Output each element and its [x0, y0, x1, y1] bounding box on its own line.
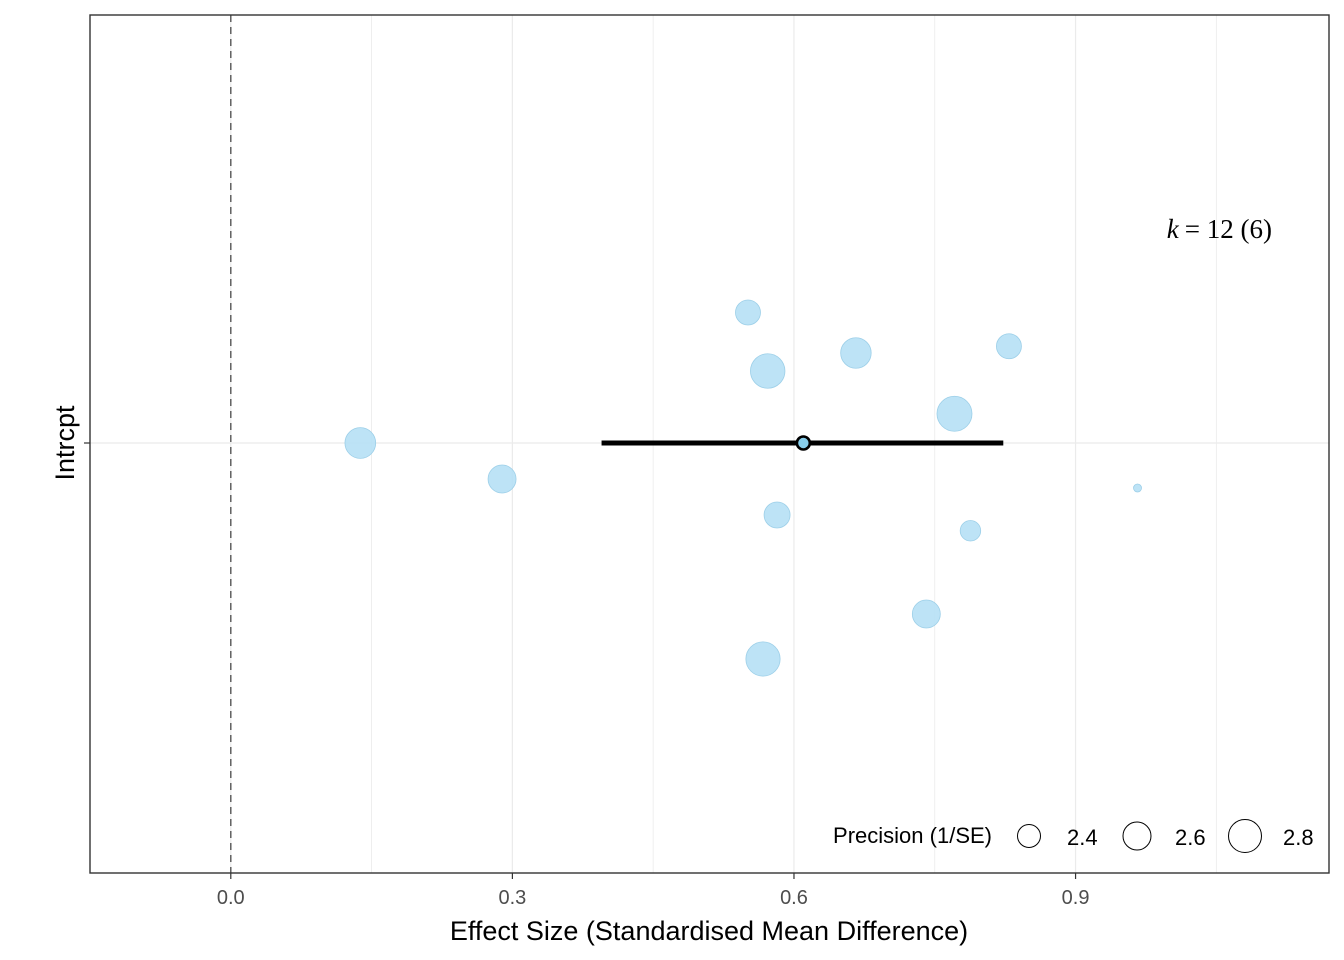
- legend: Precision (1/SE) 2.4 2.6 2.8: [833, 819, 1314, 853]
- pooled-estimate: [601, 435, 1004, 451]
- effect-size-point: [735, 299, 761, 326]
- effect-size-point: [840, 337, 872, 369]
- legend-size-key: [1228, 819, 1262, 853]
- effect-size-point: [911, 599, 941, 629]
- legend-size-key: [1122, 821, 1152, 851]
- k-symbol: k: [1167, 214, 1180, 244]
- legend-title: Precision (1/SE): [833, 823, 992, 848]
- x-tick-label: 0.3: [498, 887, 526, 909]
- x-axis-title: Effect Size (Standardised Mean Differenc…: [450, 916, 968, 946]
- effect-size-point: [487, 464, 517, 494]
- effect-size-point: [936, 395, 973, 432]
- x-tick-label: 0.9: [1062, 887, 1090, 909]
- legend-entry-label: 2.6: [1175, 825, 1206, 850]
- legend-size-key: [1017, 824, 1041, 848]
- x-tick-label: 0.6: [780, 887, 808, 909]
- legend-entry-label: 2.8: [1283, 825, 1314, 850]
- effect-size-point: [745, 641, 781, 677]
- y-axis-tick-label: Intrcpt: [50, 405, 80, 481]
- x-axis-ticks: 0.0 0.3 0.6 0.9: [217, 873, 1090, 909]
- effect-size-point: [750, 353, 786, 389]
- effect-size-points: [344, 299, 1142, 677]
- effect-size-point: [763, 501, 791, 529]
- x-tick-label: 0.0: [217, 887, 245, 909]
- pooled-estimate-point: [795, 435, 812, 451]
- effect-size-point: [959, 520, 982, 542]
- effect-size-point: [996, 333, 1022, 360]
- k-value: = 12 (6): [1185, 214, 1272, 244]
- panel-border: [89, 14, 1330, 874]
- legend-entries: 2.4 2.6 2.8: [1017, 819, 1314, 853]
- effect-size-point: [1133, 483, 1142, 493]
- effect-size-point: [344, 427, 377, 459]
- k-annotation: k = 12 (6): [1167, 214, 1272, 244]
- legend-entry-label: 2.4: [1067, 825, 1098, 850]
